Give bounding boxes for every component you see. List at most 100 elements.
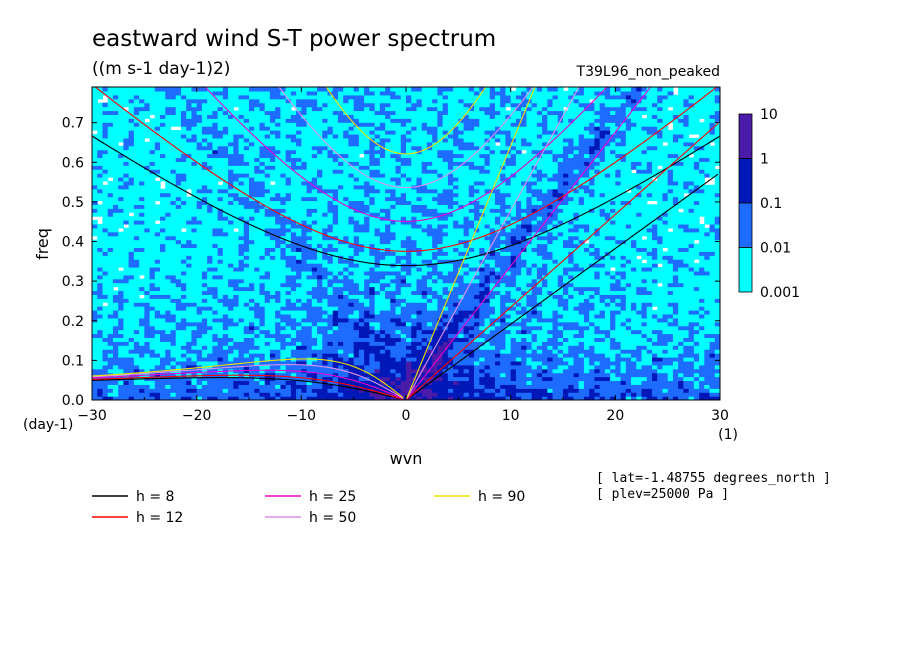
spectrum-cell: [306, 282, 313, 288]
spectrum-cell: [353, 251, 360, 256]
spectrum-cell: [186, 239, 193, 245]
spectrum-cell: [118, 356, 124, 362]
spectrum-cell: [317, 317, 323, 323]
spectrum-cell: [112, 345, 119, 350]
spectrum-cell: [97, 313, 104, 319]
spectrum-cell: [337, 270, 344, 276]
spectrum-cell: [285, 247, 292, 252]
spectrum-cell: [186, 341, 193, 346]
spectrum-cell: [154, 255, 161, 260]
spectrum-cell: [683, 247, 690, 252]
spectrum-cell: [604, 282, 611, 288]
spectrum-cell: [547, 392, 554, 397]
spectrum-cell: [583, 274, 590, 280]
spectrum-cell: [463, 298, 470, 303]
spectrum-cell: [557, 333, 564, 338]
spectrum-cell: [604, 356, 611, 362]
spectrum-cell: [494, 282, 501, 288]
spectrum-cell: [212, 298, 219, 303]
spectrum-cell: [196, 321, 203, 327]
spectrum-cell: [311, 290, 318, 295]
spectrum-cell: [620, 325, 627, 331]
spectrum-cell: [118, 294, 124, 299]
spectrum-cell: [641, 392, 648, 397]
spectrum-cell: [510, 290, 517, 295]
spectrum-cell: [672, 302, 679, 307]
spectrum-cell: [154, 313, 161, 319]
spectrum-cell: [489, 329, 496, 335]
spectrum-cell: [432, 321, 438, 327]
spectrum-cell: [332, 290, 339, 295]
spectrum-cell: [625, 337, 632, 342]
spectrum-cell: [610, 259, 616, 264]
spectrum-cell: [620, 337, 627, 342]
spectrum-cell: [364, 239, 370, 245]
spectrum-cell: [337, 317, 344, 323]
spectrum-cell: [526, 349, 533, 354]
spectrum-cell: [563, 321, 569, 327]
spectrum-cell: [180, 278, 187, 284]
spectrum-cell: [651, 376, 658, 382]
spectrum-cell: [306, 317, 313, 323]
spectrum-cell: [254, 325, 261, 331]
spectrum-cell: [683, 333, 690, 338]
spectrum-cell: [102, 259, 109, 264]
spectrum-cell: [432, 329, 438, 335]
spectrum-cell: [133, 384, 140, 389]
spectrum-cell: [704, 376, 711, 382]
spectrum-cell: [667, 396, 674, 400]
spectrum-cell: [217, 274, 224, 280]
spectrum-cell: [651, 380, 658, 385]
spectrum-cell: [264, 306, 271, 311]
spectrum-cell: [662, 337, 669, 342]
spectrum-cell: [563, 290, 569, 295]
spectrum-cell: [494, 310, 501, 315]
spectrum-cell: [453, 317, 459, 323]
spectrum-cell: [646, 263, 653, 268]
spectrum-cell: [411, 356, 418, 362]
spectrum-cell: [557, 349, 564, 354]
spectrum-cell: [149, 360, 156, 366]
spectrum-cell: [688, 243, 695, 249]
spectrum-cell: [296, 294, 302, 299]
spectrum-cell: [133, 274, 140, 280]
spectrum-cell: [358, 353, 365, 358]
spectrum-cell: [139, 302, 145, 307]
spectrum-cell: [641, 306, 648, 311]
spectrum-cell: [259, 313, 266, 319]
spectrum-cell: [112, 306, 119, 311]
spectrum-cell: [306, 364, 313, 370]
spectrum-cell: [704, 333, 711, 338]
spectrum-cell: [327, 341, 334, 346]
spectrum-cell: [583, 333, 590, 338]
spectrum-cell: [348, 368, 355, 374]
spectrum-cell: [526, 372, 533, 378]
spectrum-cell: [128, 337, 135, 342]
spectrum-cell: [432, 388, 438, 393]
spectrum-cell: [243, 313, 250, 319]
spectrum-cell: [139, 325, 145, 331]
spectrum-cell: [662, 282, 669, 288]
spectrum-cell: [92, 329, 98, 335]
spectrum-cell: [201, 286, 208, 292]
spectrum-cell: [280, 329, 287, 335]
spectrum-cell: [180, 282, 187, 288]
spectrum-cell: [484, 380, 491, 385]
spectrum-cell: [395, 329, 402, 335]
spectrum-cell: [222, 286, 229, 292]
spectrum-cell: [510, 372, 517, 378]
spectrum-cell: [589, 349, 595, 354]
spectrum-cell: [704, 341, 711, 346]
spectrum-cell: [233, 270, 240, 276]
spectrum-cell: [678, 270, 684, 276]
spectrum-cell: [594, 392, 601, 397]
spectrum-cell: [421, 380, 428, 385]
spectrum-cell: [207, 313, 213, 319]
spectrum-cell: [542, 349, 548, 354]
spectrum-cell: [180, 247, 187, 252]
spectrum-cell: [442, 259, 449, 264]
spectrum-cell: [296, 380, 302, 385]
spectrum-cell: [604, 380, 611, 385]
spectrum-cell: [667, 356, 674, 362]
spectrum-cell: [149, 345, 156, 350]
